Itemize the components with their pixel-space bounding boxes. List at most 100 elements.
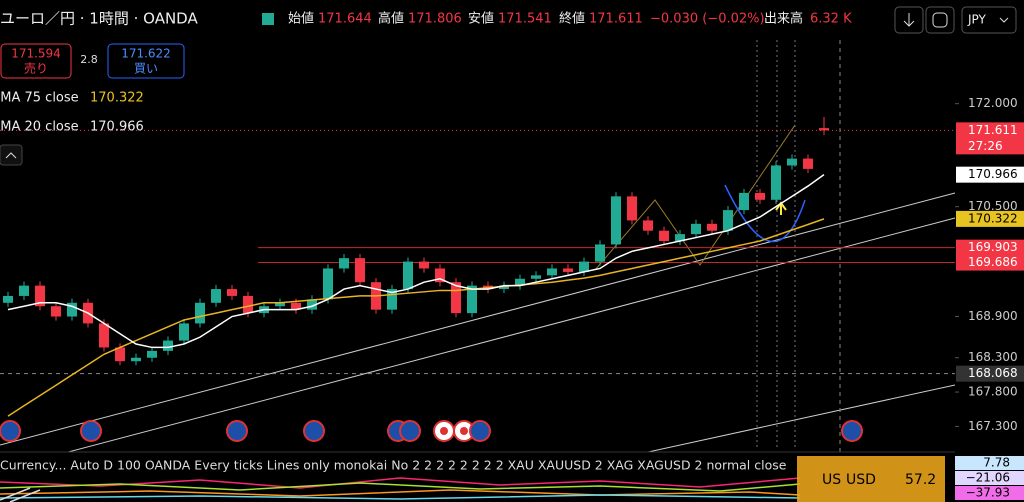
indicator-lines [0, 477, 801, 502]
candle-body [99, 323, 109, 348]
indicator-label-box [955, 456, 1024, 470]
indicator-label: −21.06 [966, 471, 1010, 485]
ohlc-label: 終値 [559, 11, 585, 27]
candle-body [579, 261, 589, 272]
candle-body [339, 258, 349, 269]
candle-body [803, 158, 813, 169]
dropdown-icon [999, 17, 1009, 23]
ohlc-value: 171.541 [498, 12, 552, 27]
sell-button[interactable] [0, 43, 72, 79]
candle-body [467, 285, 477, 314]
candle-body [387, 289, 397, 310]
indicator-value-box [797, 456, 945, 502]
y-tick-label: 168.300 [968, 350, 1018, 364]
header [0, 0, 1024, 40]
sma-line [7, 174, 825, 349]
candle-body [355, 258, 365, 283]
candle-body [179, 323, 189, 341]
legend-value: 170.322 [90, 91, 144, 106]
price-label: 168.068 [968, 366, 1018, 380]
ohlc-label: 始値 [288, 11, 314, 27]
ohlc-value: 171.611 [589, 12, 643, 27]
candle-body [51, 306, 61, 317]
candle-body [771, 165, 781, 200]
price-label-box [956, 122, 1024, 155]
candle-body [291, 302, 301, 310]
candle-body [115, 347, 125, 362]
candle-body [227, 289, 237, 296]
candle-body [707, 223, 717, 231]
volume-label: 出来高 [764, 11, 803, 27]
y-tick-label: 167.300 [968, 419, 1018, 433]
currency-select[interactable] [961, 6, 1017, 34]
price-label: 169.686 [968, 255, 1018, 269]
buy-button[interactable] [107, 43, 185, 79]
sma-line [7, 218, 825, 417]
candle-body [563, 268, 573, 272]
candle-body [531, 275, 541, 279]
candle-body [723, 210, 733, 231]
trend-line [0, 192, 956, 446]
price-label: 169.903 [968, 240, 1018, 254]
candle-body [19, 285, 29, 296]
candle-body [627, 196, 637, 221]
collapse-button[interactable] [0, 144, 23, 166]
price-label-box [956, 365, 1024, 382]
candle-body [739, 192, 749, 211]
candle-body [275, 302, 285, 307]
indicator-name: USD [846, 472, 876, 488]
y-tick-label: 172.000 [968, 96, 1018, 110]
legend-name: SMA 20 close [0, 120, 79, 135]
candle-body [595, 244, 605, 262]
candle-body [35, 285, 45, 307]
candle-body [403, 261, 413, 290]
candle-body [3, 295, 13, 303]
legend-value: 170.966 [90, 120, 144, 135]
indicator-code: US [822, 472, 841, 488]
indicator-label: −37.93 [966, 486, 1010, 500]
candle-body [195, 302, 205, 324]
price-label-box [956, 239, 1024, 256]
ohlc-label: 高値 [378, 11, 404, 27]
candle-body [451, 282, 461, 314]
sell-price: 171.594 [11, 47, 61, 61]
symbol[interactable]: ユーロ／円 · 1時間 · OANDA [0, 10, 198, 28]
countdown: 27:26 [968, 139, 1003, 153]
refresh-button[interactable] [925, 6, 955, 34]
indicator-value: 57.2 [905, 472, 936, 488]
status-icon [262, 13, 274, 25]
download-button[interactable] [894, 6, 924, 34]
refresh-icon [932, 12, 948, 28]
indicator-label: 7.78 [983, 456, 1010, 470]
price-label: 170.966 [968, 167, 1018, 181]
y-tick-label: 167.800 [968, 385, 1018, 399]
legend-name: SMA 75 close [0, 91, 79, 106]
candle-body [67, 302, 77, 317]
candle-body [131, 357, 141, 362]
arc-drawing [724, 184, 806, 243]
candle-body [819, 128, 829, 131]
buy-price: 171.622 [121, 47, 171, 61]
volume: 6.32 K [810, 12, 852, 27]
collapse-icon [5, 152, 17, 159]
ohlc-value: 171.644 [318, 12, 372, 27]
sell-label: 売り [24, 61, 48, 76]
candle-body [643, 220, 653, 231]
candle-body [211, 289, 221, 303]
download-icon [903, 13, 915, 27]
candle-body [787, 158, 797, 166]
event-icons [0, 420, 863, 442]
candle-body [163, 340, 173, 351]
arrow-icon [775, 201, 787, 215]
ohlc-value: 171.806 [408, 12, 462, 27]
candle-body [243, 295, 253, 314]
price-label: 171.611 [968, 123, 1018, 137]
candle-body [675, 234, 685, 241]
candle-body [611, 196, 621, 245]
price-label-box [956, 210, 1024, 227]
ohlc-label: 安値 [468, 11, 494, 27]
indicator-label-box [955, 486, 1024, 500]
candle-body [547, 268, 557, 276]
price-label-box [956, 166, 1024, 183]
